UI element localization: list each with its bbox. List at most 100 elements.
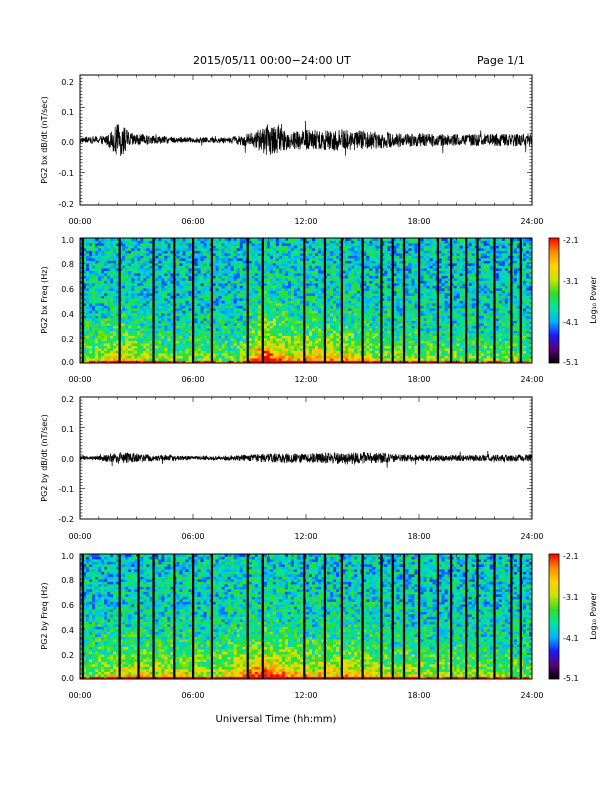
spectrogram-cell bbox=[296, 243, 301, 246]
spectrogram-cell bbox=[306, 325, 310, 329]
spectrogram-cell bbox=[188, 308, 192, 311]
spectrogram-cell bbox=[86, 248, 90, 251]
spectrogram-cell bbox=[131, 295, 135, 299]
spectrogram-cell bbox=[309, 305, 313, 309]
spectrogram-cell bbox=[146, 330, 150, 334]
spectrogram-cell bbox=[89, 360, 93, 364]
spectrogram-cell bbox=[309, 270, 313, 274]
spectrogram-cell bbox=[278, 315, 283, 319]
spectrogram-cell bbox=[128, 238, 132, 241]
spectrogram-cell bbox=[125, 290, 129, 294]
spectrogram-cell bbox=[357, 293, 361, 296]
spectrogram-cell bbox=[281, 313, 286, 316]
spectrogram-cell bbox=[248, 318, 253, 321]
spectrogram-cell bbox=[92, 330, 96, 334]
spectrogram-cell bbox=[86, 335, 90, 339]
spectrogram-cell bbox=[251, 328, 256, 331]
spectrogram-cell bbox=[312, 345, 316, 349]
spectrogram-cell bbox=[131, 360, 135, 364]
spectrogram-cell bbox=[345, 335, 349, 339]
spectrogram-cell bbox=[242, 240, 247, 244]
spectrogram-cell bbox=[272, 253, 277, 256]
spectrogram-cell bbox=[122, 360, 126, 364]
spectrogram-cell bbox=[95, 248, 99, 251]
spectrogram-cell bbox=[86, 270, 90, 274]
spectrogram-cell bbox=[369, 298, 373, 301]
spectrogram-cell bbox=[92, 345, 96, 349]
spectrogram-cell bbox=[128, 265, 132, 269]
spectrogram-cell bbox=[140, 313, 144, 316]
spectrogram-cell bbox=[299, 345, 304, 349]
spectrogram-cell bbox=[203, 330, 207, 334]
spectrogram-cell bbox=[176, 310, 180, 314]
spectrogram-cell bbox=[212, 355, 216, 359]
spectrogram-cell bbox=[336, 268, 340, 271]
spectrogram-cell bbox=[83, 305, 87, 309]
spectrogram-cell bbox=[194, 330, 198, 334]
spectrogram-cell bbox=[254, 275, 259, 279]
spectrogram-cell bbox=[206, 295, 210, 299]
spectrogram-cell bbox=[131, 248, 135, 251]
spectrogram-cell bbox=[83, 358, 87, 361]
spectrogram-cell bbox=[233, 303, 238, 306]
spectrogram-cell bbox=[182, 278, 186, 281]
spectrogram-cell bbox=[101, 290, 105, 294]
spectrogram-cell bbox=[306, 283, 310, 286]
spectrogram-cell bbox=[116, 338, 120, 341]
spectrogram-cell bbox=[113, 240, 117, 244]
spectrogram-cell bbox=[203, 328, 207, 331]
spectrogram-cell bbox=[236, 258, 241, 261]
spectrogram-cell bbox=[275, 308, 280, 311]
spectrogram-cell bbox=[158, 328, 162, 331]
spectrogram-cell bbox=[221, 295, 226, 299]
spectrogram-cell bbox=[122, 328, 126, 331]
spectrogram-cell bbox=[284, 305, 289, 309]
spectrogram-cell bbox=[290, 293, 295, 296]
spectrogram-cell bbox=[125, 270, 129, 274]
spectrogram-cell bbox=[227, 298, 232, 301]
spectrogram-cell bbox=[188, 253, 192, 256]
spectrogram-cell bbox=[312, 258, 316, 261]
spectrogram-cell bbox=[230, 270, 235, 274]
spectrogram-cell bbox=[333, 315, 337, 319]
spectrogram-cell bbox=[287, 328, 292, 331]
spectrogram-cell bbox=[278, 260, 283, 264]
spectrogram-cell bbox=[242, 283, 247, 286]
spectrogram-cell bbox=[354, 320, 358, 324]
spectrogram-cell bbox=[137, 240, 141, 244]
spectrogram-cell bbox=[296, 283, 301, 286]
spectrogram-cell bbox=[248, 253, 253, 256]
spectrogram-cell bbox=[272, 325, 277, 329]
spectrogram-cell bbox=[200, 338, 204, 341]
spectrogram-cell bbox=[321, 293, 325, 296]
spectrogram-cell bbox=[263, 285, 268, 289]
spectrogram-cell bbox=[128, 280, 132, 284]
spectrogram-cell bbox=[134, 325, 138, 329]
spectrogram-cell bbox=[351, 338, 355, 341]
spectrogram-cell bbox=[101, 298, 105, 301]
spectrogram-cell bbox=[182, 323, 186, 326]
spectrogram-cell bbox=[98, 263, 102, 266]
spectrogram-cell bbox=[107, 275, 111, 279]
spectrogram-cell bbox=[176, 328, 180, 331]
spectrogram-cell bbox=[263, 310, 268, 314]
spectrogram-cell bbox=[251, 288, 256, 291]
spectrogram-cell bbox=[89, 273, 93, 276]
spectrogram-cell bbox=[299, 303, 304, 306]
spectrogram-cell bbox=[248, 260, 253, 264]
spectrogram-cell bbox=[351, 253, 355, 256]
spectrogram-cell bbox=[351, 308, 355, 311]
spectrogram-cell bbox=[266, 258, 271, 261]
spectrogram-cell bbox=[348, 338, 352, 341]
spectrogram-cell bbox=[143, 343, 147, 346]
spectrogram-cell bbox=[194, 350, 198, 354]
spectrogram-cell bbox=[230, 333, 235, 336]
spectrogram-cell bbox=[194, 310, 198, 314]
spectrogram-cell bbox=[366, 345, 370, 349]
spectrogram-cell bbox=[107, 333, 111, 336]
spectrogram-cell bbox=[239, 310, 244, 314]
spectrogram-cell bbox=[161, 308, 165, 311]
spectrogram-cell bbox=[248, 328, 253, 331]
spectrogram-cell bbox=[363, 330, 367, 334]
spectrogram-cell bbox=[80, 348, 84, 351]
